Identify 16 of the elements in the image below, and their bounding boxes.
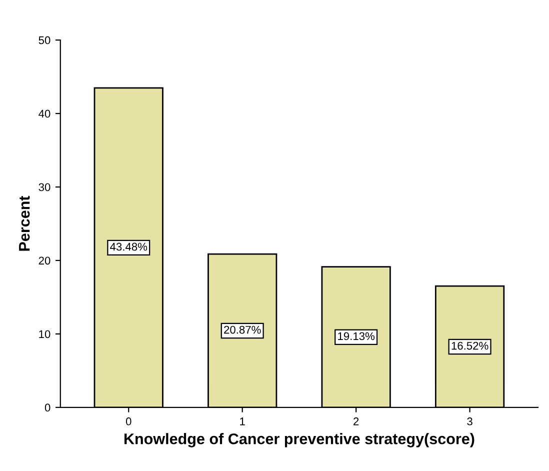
x-tick-label: 3 bbox=[467, 417, 472, 426]
data-label: 20.87% bbox=[224, 326, 261, 334]
x-axis-title: Knowledge of Cancer preventive strategy(score) bbox=[124, 433, 474, 448]
y-tick-label: 30 bbox=[38, 183, 50, 192]
x-tick-label: 0 bbox=[126, 417, 132, 426]
x-tick-label: 2 bbox=[354, 417, 359, 426]
y-tick-label: 20 bbox=[38, 256, 50, 265]
data-label: 43.48% bbox=[110, 242, 148, 251]
data-label: 19.13% bbox=[338, 332, 375, 340]
y-axis-title: Percent bbox=[19, 196, 30, 251]
y-tick-label: 40 bbox=[38, 110, 50, 118]
y-tick-label: 10 bbox=[39, 330, 50, 338]
y-tick-label: 0 bbox=[44, 404, 50, 412]
data-label: 16.52% bbox=[452, 342, 488, 350]
y-tick-label: 50 bbox=[38, 36, 50, 44]
x-tick-label: 1 bbox=[240, 418, 245, 426]
